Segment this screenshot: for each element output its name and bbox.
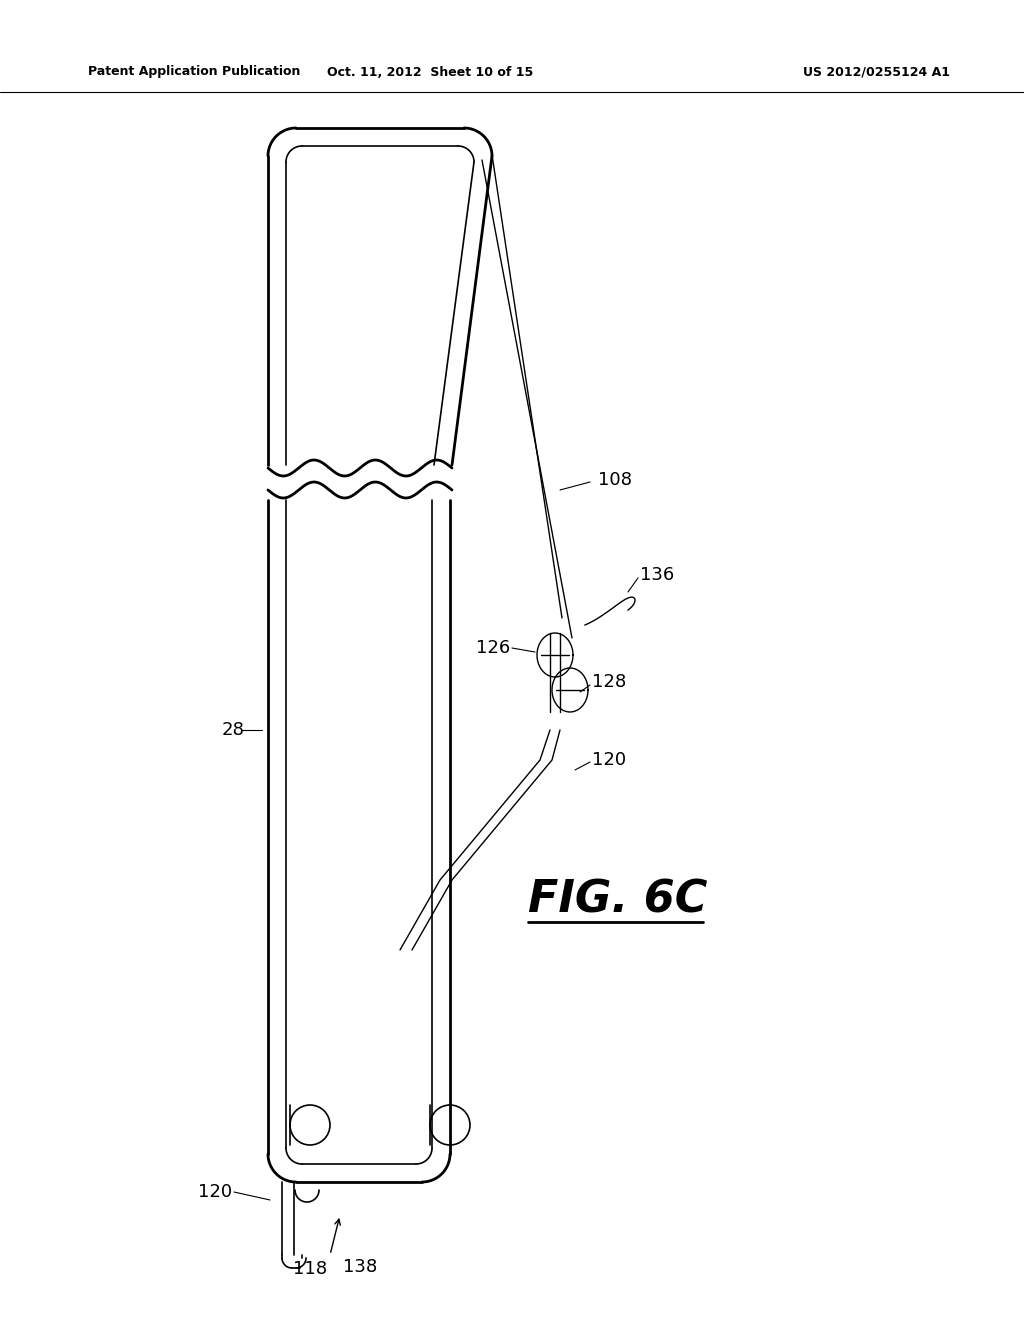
Text: 128: 128 xyxy=(592,673,627,690)
Text: 126: 126 xyxy=(476,639,510,657)
Text: 136: 136 xyxy=(640,566,674,583)
Text: Oct. 11, 2012  Sheet 10 of 15: Oct. 11, 2012 Sheet 10 of 15 xyxy=(327,66,534,78)
Text: FIG. 6C: FIG. 6C xyxy=(528,879,708,921)
Text: 118: 118 xyxy=(293,1261,327,1278)
Text: 120: 120 xyxy=(198,1183,232,1201)
Text: US 2012/0255124 A1: US 2012/0255124 A1 xyxy=(803,66,950,78)
Text: Patent Application Publication: Patent Application Publication xyxy=(88,66,300,78)
Text: 120: 120 xyxy=(592,751,626,770)
Text: 138: 138 xyxy=(343,1258,377,1276)
Text: 108: 108 xyxy=(598,471,632,488)
Text: 28: 28 xyxy=(222,721,245,739)
